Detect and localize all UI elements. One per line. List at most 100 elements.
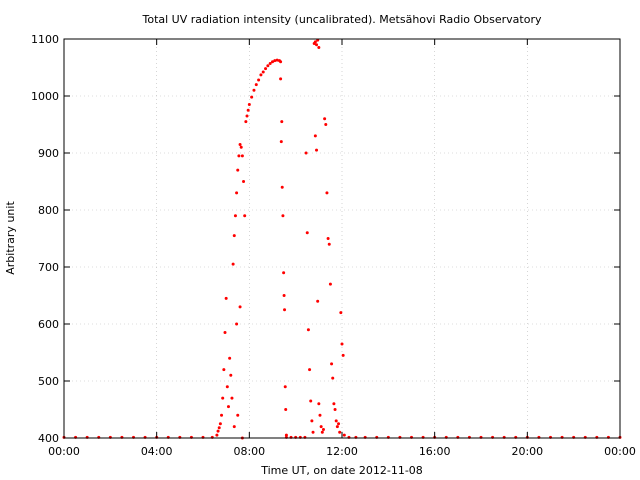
- data-point: [244, 120, 248, 124]
- y-tick-label: 400: [38, 432, 59, 445]
- data-point: [333, 408, 337, 411]
- data-point: [261, 70, 265, 74]
- x-axis-title: Time UT, on date 2012-11-08: [260, 464, 423, 477]
- data-point: [310, 419, 314, 423]
- axis-ticks: [63, 38, 621, 439]
- data-point: [247, 103, 251, 107]
- data-point: [226, 405, 230, 409]
- data-point: [238, 305, 242, 309]
- data-point: [279, 60, 283, 64]
- data-point: [328, 282, 332, 286]
- data-point: [252, 88, 256, 92]
- data-point: [325, 191, 329, 195]
- data-point: [275, 58, 279, 62]
- data-point: [259, 73, 263, 77]
- data-point: [217, 426, 221, 430]
- data-point: [235, 191, 239, 195]
- x-tick-label: 08:00: [233, 445, 265, 458]
- data-point: [311, 430, 315, 434]
- data-point: [238, 142, 242, 146]
- data-point: [309, 399, 313, 403]
- data-point: [315, 43, 319, 47]
- data-point: [335, 425, 339, 429]
- data-point: [216, 429, 220, 433]
- data-point: [337, 422, 341, 426]
- data-point: [321, 427, 325, 431]
- data-points: [62, 38, 622, 440]
- data-point: [313, 134, 317, 138]
- data-point: [266, 64, 270, 68]
- grid: [64, 39, 620, 438]
- y-tick-label: 700: [38, 261, 59, 274]
- y-tick-label: 1100: [31, 33, 59, 46]
- data-point: [324, 123, 328, 126]
- data-point: [279, 140, 283, 144]
- data-point: [220, 413, 224, 417]
- data-point: [326, 237, 330, 240]
- x-tick-label: 20:00: [511, 445, 543, 458]
- data-point: [228, 356, 232, 360]
- x-tick-label: 00:00: [604, 445, 636, 458]
- data-point: [281, 214, 285, 218]
- y-axis-title: Arbitrary unit: [4, 201, 17, 275]
- data-point: [317, 402, 321, 406]
- tick-labels: 00:00 04:00 08:00 12:00 16:00 20:00 00:0040050…: [31, 33, 636, 458]
- data-point: [254, 83, 258, 87]
- data-point: [332, 402, 336, 406]
- data-point: [282, 294, 286, 297]
- data-point: [222, 368, 226, 372]
- data-point: [229, 373, 233, 377]
- data-point: [340, 342, 344, 346]
- data-point: [268, 62, 272, 66]
- data-point: [250, 95, 254, 99]
- data-point: [305, 231, 309, 235]
- data-point: [271, 60, 274, 64]
- x-tick-label: 00:00: [48, 445, 80, 458]
- data-point: [323, 117, 327, 121]
- data-point: [279, 77, 283, 81]
- plot-frame: [63, 38, 621, 439]
- data-point: [237, 154, 241, 158]
- y-tick-label: 800: [38, 204, 59, 217]
- data-point: [319, 425, 323, 429]
- data-point: [230, 396, 234, 400]
- x-tick-label: 12:00: [326, 445, 358, 458]
- data-point: [317, 46, 321, 50]
- data-point: [232, 234, 236, 238]
- data-point: [330, 362, 334, 366]
- y-tick-label: 900: [38, 147, 59, 160]
- data-point: [264, 67, 268, 71]
- data-point: [242, 180, 246, 183]
- data-point: [232, 425, 236, 429]
- data-point: [284, 433, 288, 437]
- data-point: [331, 376, 335, 380]
- x-tick-label: 16:00: [419, 445, 451, 458]
- data-point: [239, 145, 243, 149]
- y-tick-label: 600: [38, 318, 59, 331]
- data-point: [231, 262, 235, 266]
- data-point: [218, 422, 222, 426]
- data-point: [236, 168, 240, 172]
- data-point: [342, 433, 346, 437]
- data-point: [236, 413, 240, 417]
- data-point: [327, 242, 331, 246]
- data-point: [233, 214, 237, 218]
- data-point: [308, 368, 312, 372]
- data-point: [341, 353, 345, 357]
- data-point: [280, 185, 284, 189]
- data-point: [240, 154, 244, 158]
- data-point: [283, 308, 287, 312]
- chart-title: Total UV radiation intensity (uncalibrat…: [142, 13, 542, 26]
- data-point: [280, 120, 284, 124]
- y-tick-label: 500: [38, 375, 59, 388]
- data-point: [313, 40, 317, 44]
- data-point: [246, 108, 250, 112]
- data-point: [284, 408, 288, 411]
- data-point: [339, 311, 343, 315]
- data-point: [243, 214, 247, 218]
- data-point: [315, 148, 319, 152]
- data-point: [257, 78, 261, 82]
- data-point: [224, 296, 228, 300]
- data-point: [215, 433, 219, 437]
